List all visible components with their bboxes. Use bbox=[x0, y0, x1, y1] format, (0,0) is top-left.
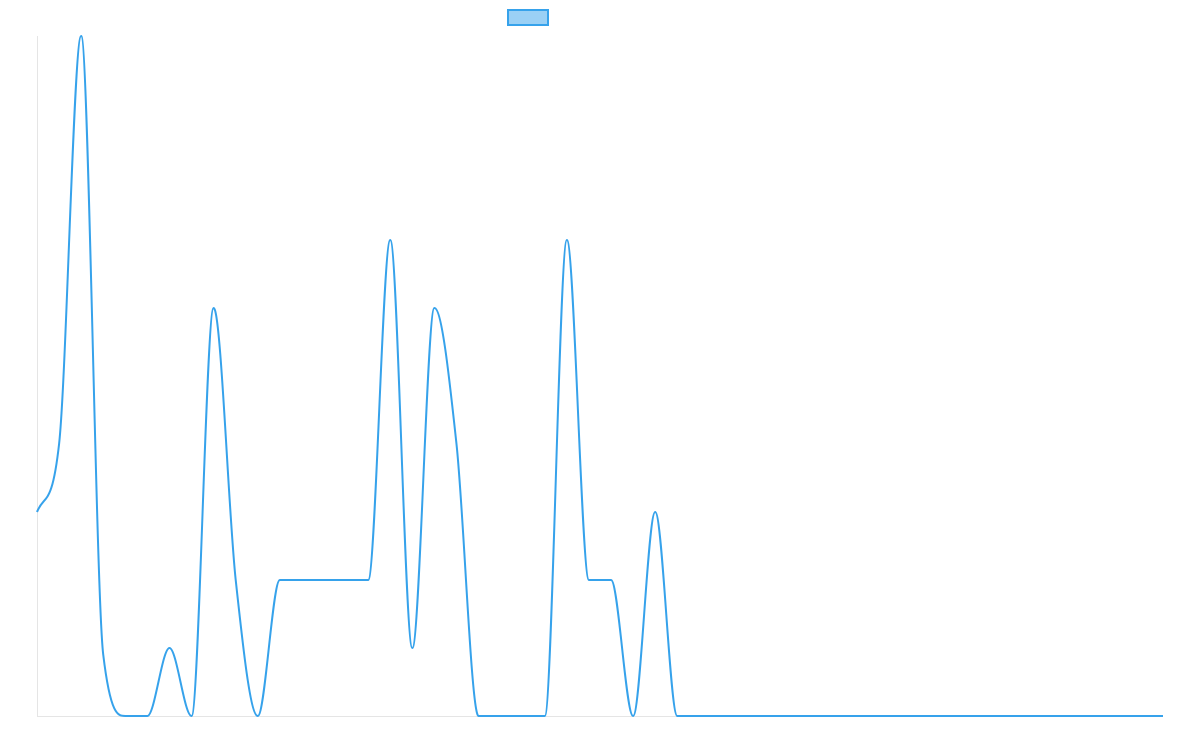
data-point[interactable] bbox=[674, 713, 680, 719]
data-point[interactable] bbox=[1028, 713, 1034, 719]
data-point[interactable] bbox=[895, 713, 901, 719]
data-point[interactable] bbox=[1160, 713, 1166, 719]
data-point[interactable] bbox=[453, 441, 459, 447]
data-point[interactable] bbox=[1005, 713, 1011, 719]
data-point[interactable] bbox=[1094, 713, 1100, 719]
data-point[interactable] bbox=[586, 577, 592, 583]
data-point[interactable] bbox=[718, 713, 724, 719]
data-point[interactable] bbox=[211, 305, 217, 311]
data-point[interactable] bbox=[630, 713, 636, 719]
data-point[interactable] bbox=[431, 305, 437, 311]
data-point[interactable] bbox=[100, 652, 106, 658]
data-point[interactable] bbox=[608, 577, 614, 583]
data-point[interactable] bbox=[166, 645, 172, 651]
data-point[interactable] bbox=[652, 509, 658, 515]
data-point[interactable] bbox=[1050, 713, 1056, 719]
data-point[interactable] bbox=[34, 509, 40, 515]
data-point[interactable] bbox=[520, 713, 526, 719]
data-point[interactable] bbox=[277, 577, 283, 583]
data-point[interactable] bbox=[829, 713, 835, 719]
data-point[interactable] bbox=[409, 645, 415, 651]
data-point[interactable] bbox=[189, 713, 195, 719]
legend-swatch[interactable] bbox=[507, 9, 549, 26]
data-point[interactable] bbox=[1072, 713, 1078, 719]
data-point[interactable] bbox=[807, 713, 813, 719]
data-point[interactable] bbox=[1138, 713, 1144, 719]
data-point[interactable] bbox=[321, 577, 327, 583]
data-point[interactable] bbox=[917, 713, 923, 719]
data-point[interactable] bbox=[387, 237, 393, 243]
data-point[interactable] bbox=[255, 713, 261, 719]
data-point[interactable] bbox=[564, 237, 570, 243]
data-point[interactable] bbox=[365, 577, 371, 583]
data-point[interactable] bbox=[939, 713, 945, 719]
data-point[interactable] bbox=[476, 713, 482, 719]
data-point[interactable] bbox=[873, 713, 879, 719]
data-point[interactable] bbox=[542, 713, 548, 719]
data-point[interactable] bbox=[696, 713, 702, 719]
data-point[interactable] bbox=[122, 713, 128, 719]
data-point[interactable] bbox=[78, 33, 84, 39]
data-point[interactable] bbox=[56, 441, 62, 447]
data-point[interactable] bbox=[961, 713, 967, 719]
data-point[interactable] bbox=[343, 577, 349, 583]
data-point[interactable] bbox=[741, 713, 747, 719]
data-point[interactable] bbox=[144, 713, 150, 719]
data-point[interactable] bbox=[763, 713, 769, 719]
data-point[interactable] bbox=[233, 577, 239, 583]
series-line-0 bbox=[36, 34, 1163, 718]
data-point[interactable] bbox=[1116, 713, 1122, 719]
data-point[interactable] bbox=[851, 713, 857, 719]
series-group bbox=[34, 33, 1166, 719]
data-point[interactable] bbox=[983, 713, 989, 719]
data-point[interactable] bbox=[785, 713, 791, 719]
data-point[interactable] bbox=[299, 577, 305, 583]
data-point[interactable] bbox=[498, 713, 504, 719]
